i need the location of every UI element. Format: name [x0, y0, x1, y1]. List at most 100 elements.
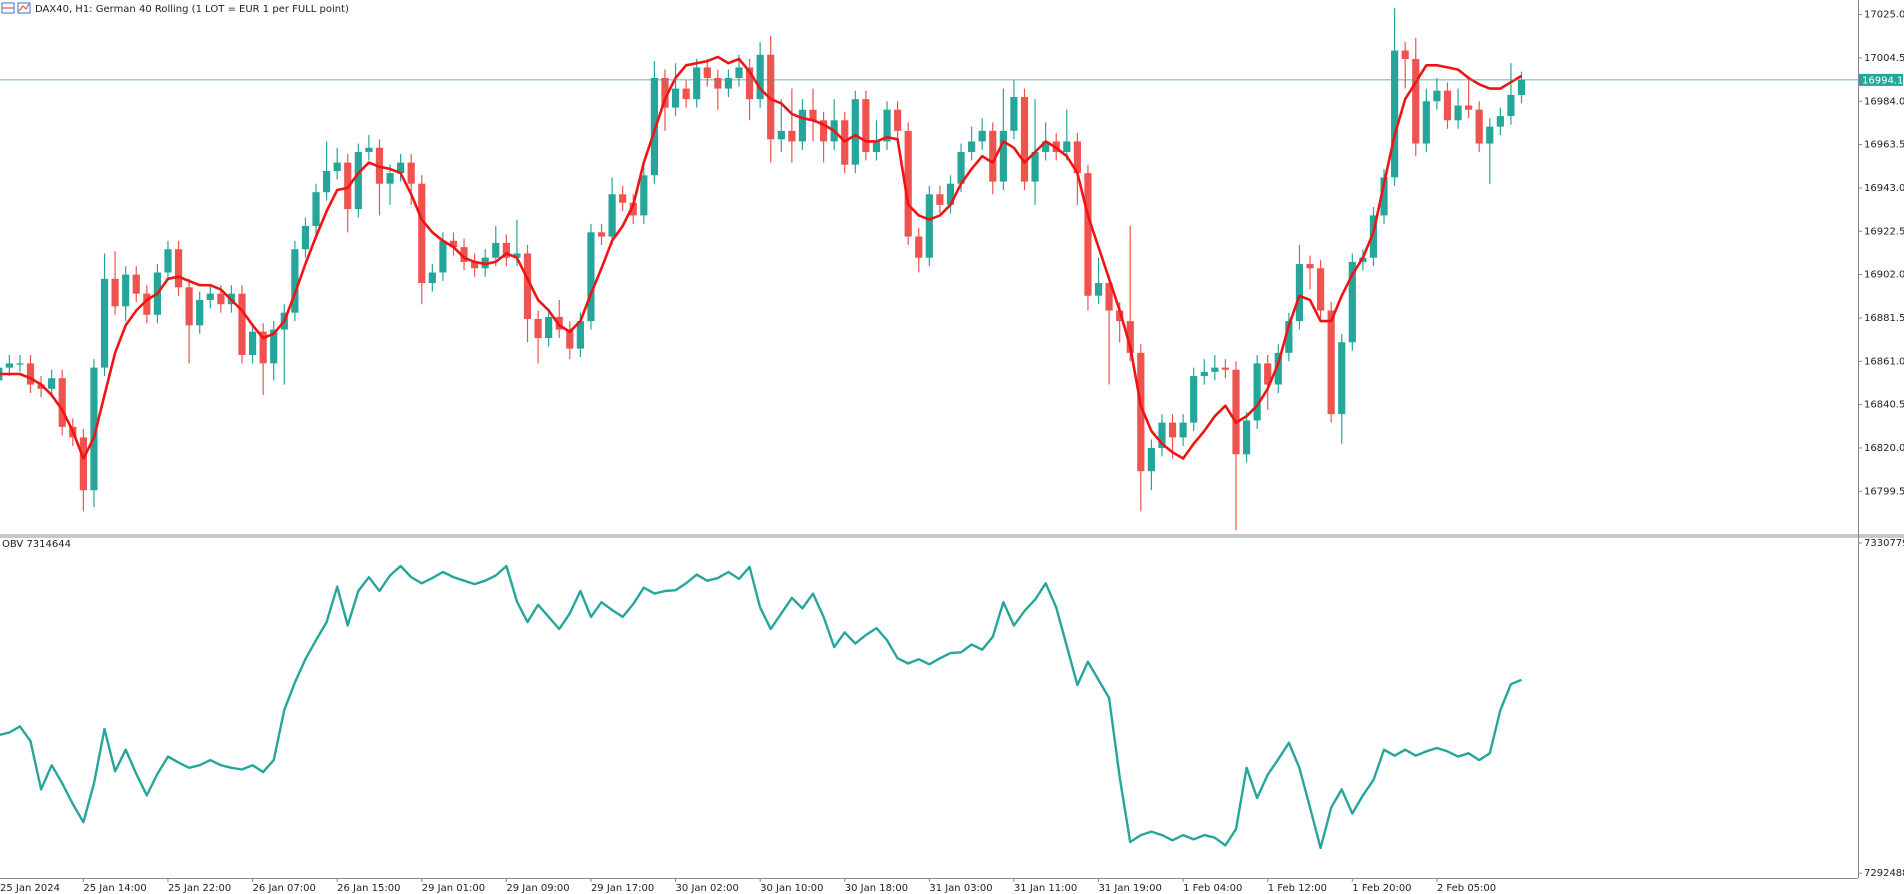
candle-body [872, 141, 881, 152]
candle-body [968, 141, 976, 152]
candle-body [693, 67, 701, 100]
y-tick-label: 16861.0 [1864, 356, 1904, 367]
candle-body [1031, 151, 1039, 182]
candle-body [809, 109, 817, 121]
candle-body [1380, 177, 1388, 216]
candle-body [397, 162, 405, 174]
candle-body [449, 240, 458, 248]
candle-body [16, 363, 24, 365]
candle-body [1327, 310, 1335, 415]
x-tick-label: 25 Jan 14:00 [83, 883, 146, 894]
y-tick-label: 7330779 [1864, 538, 1904, 549]
candle-body [1084, 173, 1092, 296]
candle-body [196, 299, 204, 326]
candle-body [640, 175, 648, 216]
candle-body [238, 293, 246, 355]
candle-body [999, 130, 1007, 182]
candle-body [1063, 141, 1071, 152]
icon [18, 3, 30, 12]
indicator-title: OBV 7314644 [2, 539, 71, 550]
candle-body [745, 67, 754, 100]
candle-body [1433, 90, 1441, 102]
candle-body [1465, 105, 1473, 110]
x-tick-label: 1 Feb 04:00 [1183, 883, 1242, 894]
candle-body [1338, 342, 1346, 415]
candle-body [407, 162, 415, 184]
y-tick-label: 17004.5 [1864, 53, 1904, 64]
candle-body [1295, 264, 1304, 322]
candle-body [1105, 283, 1113, 311]
current-price-box [1859, 73, 1903, 86]
candle-body [1475, 109, 1483, 144]
candle-body [650, 78, 658, 176]
candle-body [1401, 50, 1409, 59]
candle-body [1454, 105, 1462, 121]
candle-body [111, 278, 119, 307]
candle-body [502, 242, 510, 258]
candle-body [1211, 367, 1219, 372]
candle-body [1285, 321, 1293, 353]
x-tick-label: 2 Feb 05:00 [1437, 883, 1496, 894]
x-tick-label: 29 Jan 09:00 [506, 883, 569, 894]
chart-icons [1, 2, 31, 14]
candle-body [1274, 352, 1282, 385]
x-tick-label: 25 Jan 22:00 [168, 883, 231, 894]
panel-separator [0, 534, 1904, 538]
candle-body [428, 272, 436, 284]
y-tick-label: 16902.0 [1864, 270, 1904, 281]
candle-body [978, 130, 986, 142]
candle-body [735, 67, 743, 79]
candle-body [143, 293, 151, 315]
moving-average [0, 55, 1523, 460]
y-tick-label: 16881.5 [1864, 313, 1904, 324]
candle-body [682, 88, 690, 100]
candle-body [132, 274, 140, 294]
candle-body [301, 225, 310, 250]
y-tick-label: 16943.0 [1864, 183, 1904, 194]
candle-body [1200, 371, 1208, 377]
candle-body [1020, 97, 1029, 182]
x-tick-label: 30 Jan 02:00 [676, 883, 739, 894]
current-price-label: 16994.1 [1862, 75, 1903, 86]
candle-body [777, 130, 785, 140]
candle-body [1496, 116, 1504, 127]
candle-body [5, 363, 13, 368]
candle-body [851, 99, 859, 165]
candle-body [312, 192, 320, 226]
candle-body [862, 99, 870, 152]
candle-body [1422, 101, 1430, 144]
candle-body [460, 247, 468, 262]
candle-body [819, 120, 828, 142]
candle-body [523, 253, 532, 320]
candle-body [1116, 310, 1124, 322]
candle-body [100, 278, 109, 368]
candle-body [1126, 321, 1134, 353]
y-tick-label: 16820.0 [1864, 443, 1904, 454]
candle-body [248, 331, 257, 355]
candle-body [354, 151, 362, 210]
candle-body [576, 321, 584, 349]
candle-body [1073, 141, 1081, 174]
candle-body [671, 88, 680, 108]
candle-body [1517, 79, 1526, 95]
candle-body [788, 130, 796, 142]
y-tick-label: 16922.5 [1864, 226, 1904, 237]
y-tick-label: 7292488 [1864, 868, 1904, 879]
candle-body [703, 67, 711, 79]
candle-body [1179, 422, 1187, 438]
candle-body [1094, 283, 1103, 296]
x-tick-label: 31 Jan 03:00 [929, 883, 992, 894]
candle-body [164, 249, 172, 273]
candle-body [915, 236, 923, 258]
icon [17, 2, 31, 14]
candle-body [798, 109, 807, 142]
x-tick-label: 26 Jan 15:00 [337, 883, 400, 894]
candle-body [756, 54, 764, 100]
obv-line [0, 564, 1522, 850]
chart-title: DAX40, H1: German 40 Rolling (1 LOT = EU… [35, 4, 349, 15]
candle-body [946, 183, 955, 205]
candle-body [545, 316, 553, 339]
candle-body [989, 130, 997, 182]
y-tick-label: 17025.0 [1864, 10, 1904, 21]
